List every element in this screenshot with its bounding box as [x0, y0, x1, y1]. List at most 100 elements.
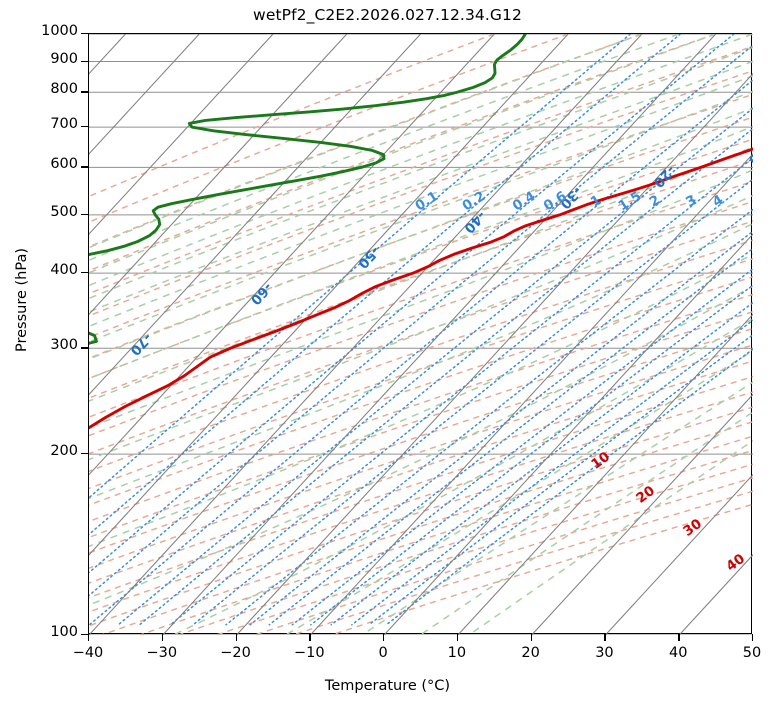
- y-tick-mark: [81, 33, 88, 35]
- y-tick-mark: [81, 213, 88, 216]
- dry-adiabat-line: [89, 34, 569, 223]
- dry-adiabat-line: [89, 34, 716, 272]
- mixing-ratio-line: [89, 44, 753, 597]
- isotherm-line: [678, 554, 753, 635]
- mixing-ratio-lines: [89, 34, 753, 626]
- moist-adiabat-label: 40: [723, 551, 748, 575]
- x-tick-label: −20: [220, 645, 251, 661]
- x-tick-mark: [678, 634, 680, 641]
- x-tick-mark: [383, 634, 385, 641]
- dry-adiabat-line: [89, 360, 753, 584]
- y-tick-label: 100: [50, 624, 78, 640]
- dry-adiabat-line: [89, 220, 753, 455]
- dry-adiabat-line: [101, 420, 753, 635]
- moist-adiabat-line: [89, 107, 753, 360]
- y-tick-label: 500: [50, 203, 78, 220]
- y-tick-mark: [81, 60, 88, 62]
- x-tick-label: 40: [668, 645, 688, 661]
- y-tick-mark: [81, 91, 88, 93]
- moist-adiabat-line: [89, 90, 753, 343]
- y-tick-label: 600: [50, 156, 78, 173]
- dry-adiabat-line: [89, 116, 753, 359]
- isotherm-label: -60: [247, 279, 275, 308]
- y-tick-mark: [81, 126, 88, 128]
- moist-adiabat-line: [89, 34, 643, 249]
- moist-adiabat-line: [89, 60, 753, 313]
- mixing-ratio-line: [89, 79, 753, 626]
- mixing-ratio-line: [89, 34, 735, 574]
- mixing-ratio-line: [310, 284, 753, 626]
- dry-adiabat-line: [89, 327, 753, 554]
- mixing-ratio-line: [291, 267, 753, 626]
- y-axis-title: Pressure (hPa): [14, 248, 30, 353]
- x-tick-mark: [456, 634, 459, 641]
- mixing-ratio-label: 0.1: [412, 188, 441, 214]
- y-tick-label: 200: [50, 443, 78, 460]
- dewpoint-profile: [89, 34, 527, 345]
- mixing-ratio-line: [268, 247, 753, 626]
- dry-adiabat-line: [89, 69, 753, 317]
- isotherm-line: [236, 72, 753, 635]
- temperature-profile: [89, 147, 753, 430]
- isotherm-line: [531, 393, 753, 635]
- isotherm-line: [383, 233, 753, 635]
- moist-adiabat-label: 20: [633, 483, 658, 507]
- x-tick-label: −30: [146, 645, 178, 661]
- dry-adiabat-line: [89, 93, 753, 339]
- mixing-ratio-line: [351, 319, 753, 626]
- moist-adiabat-label: 30: [680, 516, 705, 540]
- mixing-ratio-line: [138, 127, 753, 626]
- mixing-ratio-label: 1: [588, 192, 604, 211]
- isotherm-label: -70: [127, 330, 155, 359]
- moist-adiabat-lines: [89, 34, 753, 635]
- moist-adiabat-line: [89, 34, 716, 274]
- dry-adiabat-line: [89, 200, 753, 437]
- isotherm-line: [89, 34, 495, 476]
- plot-area: -70 -60 -50 -40 -30 -20 -10 0.1 0.2 0.4 0.6 1 1.5 2 3 4…: [88, 33, 753, 635]
- y-tick-mark: [81, 166, 88, 168]
- moist-adiabat-line: [361, 381, 753, 635]
- dry-adiabat-line: [89, 344, 753, 569]
- isotherm-line: [605, 473, 753, 635]
- y-tick-label: 1000: [41, 23, 78, 39]
- dry-adiabat-line: [89, 138, 753, 380]
- x-tick-label: 20: [521, 645, 540, 661]
- x-tick-label: −10: [294, 645, 325, 661]
- isotherm-line: [162, 34, 717, 635]
- dry-adiabat-line: [89, 391, 753, 613]
- dry-adiabat-line: [89, 34, 495, 198]
- mixing-ratio-line: [117, 107, 753, 626]
- isotherm-line: [89, 34, 643, 635]
- dry-adiabat-lines: [89, 34, 753, 635]
- x-tick-label: 30: [595, 645, 614, 661]
- dry-adiabat-line: [89, 45, 753, 295]
- dry-adiabat-line: [89, 375, 753, 599]
- moist-adiabat-line: [89, 125, 753, 380]
- isotherm-line: [89, 34, 200, 155]
- dry-adiabat-line: [89, 239, 753, 473]
- isotherm-line: [89, 34, 421, 396]
- isotherm-label: -40: [460, 207, 488, 236]
- x-tick-mark: [88, 634, 90, 641]
- moist-adiabat-line: [89, 146, 753, 402]
- y-tick-label: 700: [50, 116, 78, 133]
- x-tick-label: 0: [378, 645, 388, 661]
- y-tick-mark: [81, 634, 88, 636]
- isotherm-label: -50: [354, 243, 382, 272]
- y-tick-label: 800: [50, 81, 78, 98]
- mixing-ratio-line: [169, 156, 753, 626]
- moist-adiabat-line: [468, 439, 753, 635]
- isotherm-line: [457, 313, 753, 635]
- mixing-ratio-line: [89, 34, 632, 499]
- x-tick-mark: [752, 634, 754, 641]
- y-tick-label: 400: [50, 262, 78, 279]
- isotherm-line: [89, 34, 569, 556]
- dry-adiabat-line: [89, 159, 753, 399]
- moist-adiabat-line: [89, 222, 753, 500]
- mixing-ratio-label: 3: [683, 192, 699, 211]
- x-tick-mark: [604, 634, 606, 641]
- x-tick-mark: [235, 634, 237, 641]
- dewpoint-line: [89, 34, 527, 345]
- y-tick-label: 900: [50, 50, 78, 67]
